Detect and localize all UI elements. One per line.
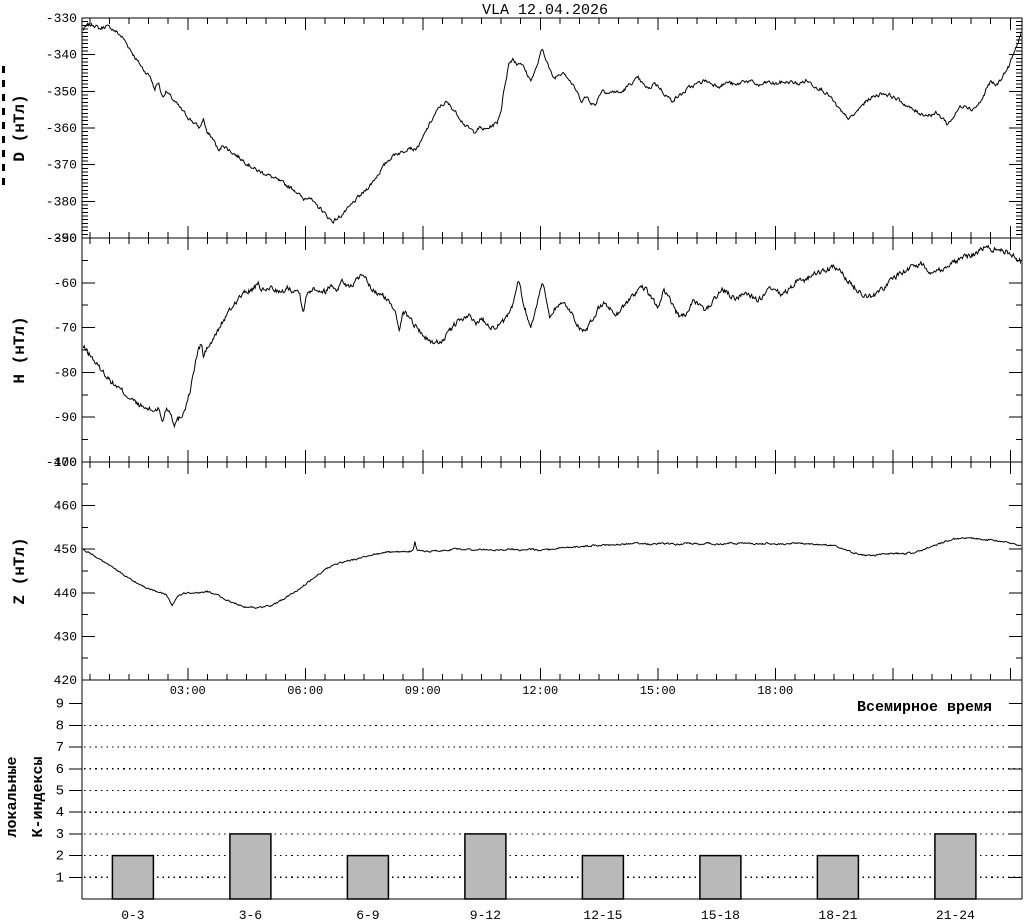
z-panel-frame [81, 461, 1023, 681]
z-tick-label: 460 [54, 499, 77, 514]
k-tick-label: 3 [56, 827, 64, 843]
d-tick-label: -350 [46, 84, 77, 99]
k-tick-label: 7 [56, 740, 64, 756]
h-tick-label: -70 [54, 321, 77, 336]
k-index-bar [346, 854, 390, 900]
d-tick-label: -380 [46, 194, 77, 209]
k-category-label: 21-24 [936, 908, 975, 921]
h-tick-label: -90 [54, 410, 77, 425]
k-category-labels: 0-3 3-6 6-9 9-12 12-15 15-18 18-21 21-24 [121, 908, 975, 921]
chart-title: VLA 12.04.2026 [482, 2, 608, 19]
time-tick-label: 18:00 [757, 684, 793, 698]
k-index-bar [581, 854, 625, 900]
d-component-curve [83, 22, 1021, 224]
k-category-label: 3-6 [239, 908, 262, 921]
k-category-label: 9-12 [470, 908, 501, 921]
time-tick-label: 09:00 [405, 684, 441, 698]
h-tick-label: -80 [54, 365, 77, 380]
z-axis-label: Z (нТл) [11, 537, 29, 604]
time-axis-labels: 03:00 06:00 09:00 12:00 15:00 18:00 [170, 684, 794, 698]
h-tick-label: -100 [46, 455, 77, 470]
k-index-bar [464, 833, 507, 900]
d-tick-label: -370 [46, 158, 77, 173]
k-category-label: 6-9 [356, 908, 379, 921]
time-tick-label: 03:00 [170, 684, 206, 698]
k-category-label: 18-21 [818, 908, 857, 921]
k-tick-label: 1 [56, 870, 64, 886]
h-component-curve [83, 244, 1021, 429]
d-axis-label: D (нТл) [11, 94, 29, 161]
k-dotted-gridlines [84, 724, 1020, 878]
z-tick-label: 420 [54, 673, 77, 688]
time-tick-label: 15:00 [640, 684, 676, 698]
d-panel-frame [81, 17, 1023, 239]
k-tick-label: 5 [56, 784, 64, 800]
k-tick-label: 9 [56, 697, 64, 713]
k-tick-label: 6 [56, 762, 64, 778]
d-tick-label: -330 [46, 11, 77, 26]
k-category-label: 12-15 [583, 908, 622, 921]
z-tick-label: 440 [54, 586, 77, 601]
k-axis-tick-labels: 1 2 3 4 5 6 7 8 9 [56, 697, 64, 887]
d-panel-tick-labels: -390 -380 -370 -360 -350 -340 -330 [46, 11, 77, 246]
h-panel-ticks [82, 237, 1022, 463]
k-index-bars [111, 833, 977, 900]
h-tick-label: -60 [54, 276, 77, 291]
x-axis-title: Всемирное время [857, 699, 992, 716]
generated-chart-layers: -390 -380 -370 -360 -350 -340 -330 -100 -90 -80 -7… [46, 11, 1023, 921]
k-tick-label: 4 [56, 805, 64, 821]
k-tick-label: 8 [56, 718, 64, 734]
h-tick-label: -50 [54, 231, 77, 246]
d-tick-label: -340 [46, 48, 77, 63]
z-panel-tick-labels: 420 430 440 450 460 470 [54, 455, 77, 688]
z-tick-label: 470 [54, 455, 77, 470]
d-tick-label: -360 [46, 121, 77, 136]
z-tick-label: 430 [54, 629, 77, 644]
k-index-bar [111, 854, 155, 900]
time-tick-label: 06:00 [287, 684, 323, 698]
z-panel-ticks [82, 461, 1022, 681]
k-tick-label: 2 [56, 849, 64, 865]
k-index-bar [229, 833, 272, 900]
d-tick-label: -390 [46, 231, 77, 246]
k-category-label: 15-18 [701, 908, 740, 921]
k-index-bar [816, 854, 860, 900]
k-index-bar [934, 833, 977, 900]
time-tick-label: 12:00 [522, 684, 558, 698]
k-category-label: 0-3 [121, 908, 144, 921]
z-component-curve [83, 537, 1021, 609]
k-index-bar [699, 854, 742, 900]
k-axis-label-indices: К-индексы [30, 756, 47, 837]
h-panel-frame [81, 237, 1023, 463]
h-axis-label: H (нТл) [11, 316, 29, 383]
z-tick-label: 450 [54, 542, 77, 557]
h-panel-tick-labels: -100 -90 -80 -70 -60 -50 [46, 231, 77, 470]
d-panel-ticks [82, 17, 1022, 239]
k-axis-ticks [69, 703, 1022, 878]
k-axis-label-local: локальные [4, 756, 21, 837]
